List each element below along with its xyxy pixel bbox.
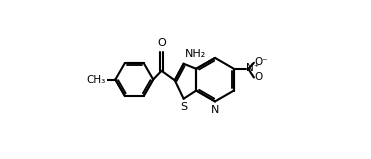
- Text: S: S: [181, 102, 188, 112]
- Text: O: O: [255, 73, 263, 83]
- Text: CH₃: CH₃: [87, 75, 106, 84]
- Text: N: N: [211, 105, 219, 115]
- Text: NH₂: NH₂: [185, 49, 206, 59]
- Text: O: O: [157, 38, 166, 48]
- Text: N⁺: N⁺: [246, 63, 259, 73]
- Text: O⁻: O⁻: [255, 57, 268, 67]
